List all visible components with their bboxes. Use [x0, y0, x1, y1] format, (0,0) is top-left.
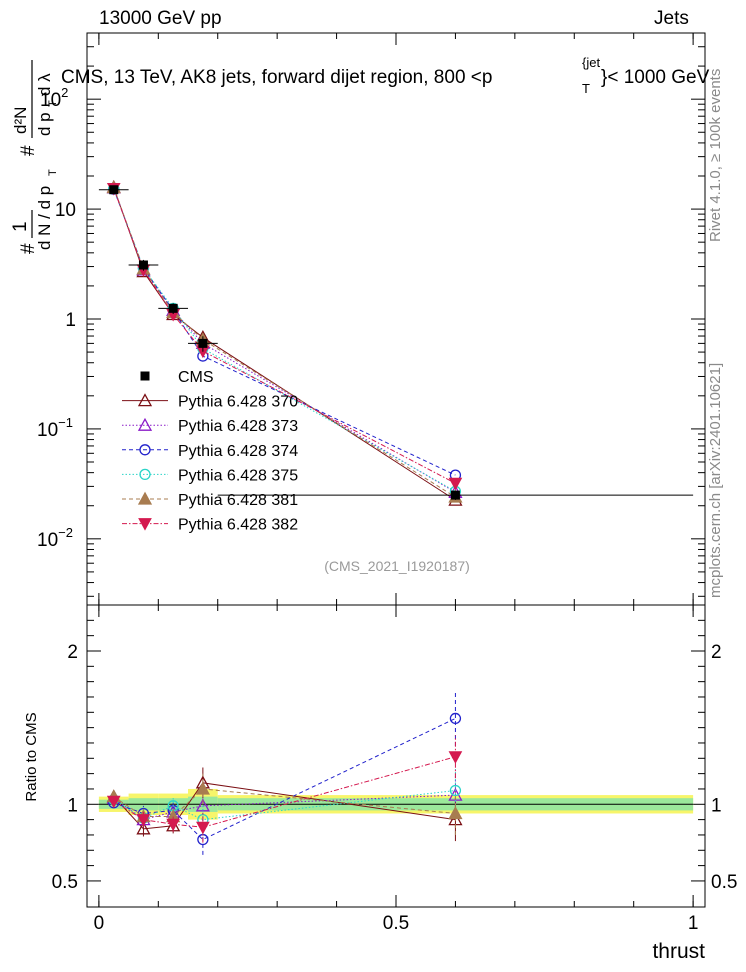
svg-text:d λ: d λ [35, 73, 54, 96]
x-tick-label: 1 [688, 913, 699, 934]
series-382-point [448, 477, 463, 491]
svg-text:T: T [47, 100, 59, 107]
legend: CMS Pythia 6.428 370 Pythia 6.428 373 Pythi… [122, 369, 298, 534]
ratio-y-tick-label: 2 [711, 642, 722, 663]
svg-text:T: T [47, 169, 59, 176]
chart-title-prefix: CMS, 13 TeV, AK8 jets, forward dijet reg… [61, 67, 492, 88]
cms-point [450, 490, 460, 500]
legend-marker [137, 393, 153, 407]
ratio-axes: 0 0.5 1 0.5 0.5 1 1 2 2 [52, 33, 737, 934]
ratio-y-tick-label: 1 [711, 795, 722, 816]
legend-label: Pythia 6.428 381 [178, 492, 298, 509]
legend-label: Pythia 6.428 370 [178, 394, 298, 411]
series-374-ratio-point [449, 712, 462, 725]
chart-title-sup: {jet [582, 55, 600, 70]
cms-point [168, 303, 178, 313]
series-382-ratio-point [106, 795, 121, 809]
x-tick-label: 0.5 [383, 913, 409, 934]
series-382-ratio-point [166, 818, 181, 832]
legend-marker [138, 518, 152, 531]
header-right: Jets [654, 8, 689, 29]
ratio-y-tick-label: 2 [67, 642, 78, 663]
chart-title-sub: T [582, 81, 590, 96]
y-tick-label: 10 [55, 200, 76, 221]
series-382-line [113, 188, 456, 484]
svg-text:1: 1 [10, 221, 31, 232]
header-left: 13000 GeV pp [99, 8, 222, 29]
cms-point [198, 338, 208, 348]
legend-marker [139, 468, 151, 481]
series-381-ratio-point [448, 806, 463, 820]
ratio-y-tick-label: 1 [67, 795, 78, 816]
series-381-ratio-point [195, 781, 210, 795]
main-axes: 10−2 10−1 1 10 102 [37, 32, 705, 611]
y-tick-label: 1 [65, 310, 76, 331]
svg-text:#: # [18, 243, 39, 254]
legend-marker [137, 417, 153, 431]
cms-point [138, 260, 148, 270]
legend-label: Pythia 6.428 373 [178, 418, 298, 435]
main-series [98, 179, 694, 506]
legend-label: Pythia 6.428 374 [178, 443, 298, 460]
svg-text:#: # [18, 145, 39, 156]
svg-text:d N / d p: d N / d p [35, 186, 54, 250]
series-382-ratio-point [196, 821, 210, 835]
series-370-ratio-point [136, 821, 151, 835]
analysis-id: (CMS_2021_I1920187) [324, 558, 470, 574]
legend-marker [139, 444, 151, 456]
legend-marker-cms [140, 371, 150, 381]
y-tick-label: 102 [40, 85, 68, 111]
y-tick-label: 10−2 [37, 525, 73, 551]
ratio-y-label: Ratio to CMS [23, 712, 40, 801]
legend-label-cms: CMS [178, 369, 214, 386]
series-375-ratio-point [449, 784, 462, 797]
legend-marker [137, 491, 153, 505]
legend-label: Pythia 6.428 375 [178, 467, 298, 484]
ratio-series [106, 690, 463, 855]
series-382-ratio-point [448, 751, 463, 764]
y-axis-label-text: # 1 d N / d p T # d²N d p T d λ [10, 60, 59, 254]
ratio-panel-frame [86, 604, 706, 908]
legend-label: Pythia 6.428 382 [178, 517, 298, 534]
ratio-y-tick-label: 0.5 [52, 872, 78, 893]
ratio-y-tick-label: 0.5 [711, 872, 737, 893]
svg-text:d²N: d²N [11, 107, 30, 134]
y-tick-label: 10−1 [37, 415, 73, 441]
series-382-ratio-point [136, 814, 151, 827]
series-373-ratio-point [195, 798, 210, 812]
cms-point [109, 185, 119, 195]
x-tick-label: 0 [94, 913, 105, 934]
chart-title-suffix: }< 1000 GeV [601, 67, 710, 88]
svg-text:d p: d p [35, 112, 54, 136]
x-axis-label: thrust [652, 940, 705, 963]
series-374-ratio-line [113, 717, 456, 841]
